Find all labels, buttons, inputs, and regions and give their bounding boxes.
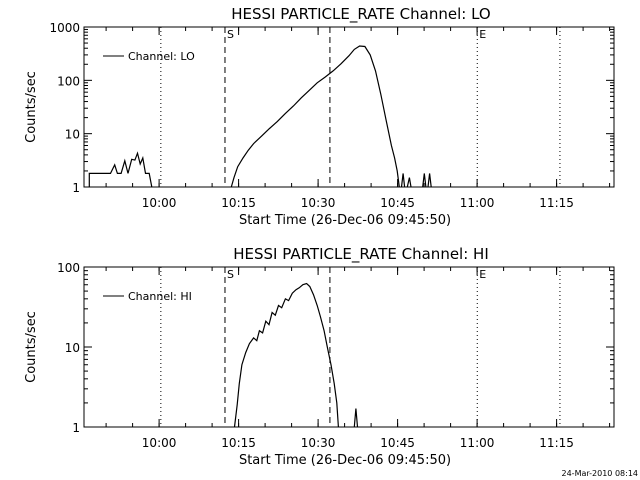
series-line-segment (400, 173, 406, 188)
series-line-segment (422, 173, 427, 188)
y-tick-label: 100 (57, 74, 80, 88)
marker-label: S (227, 268, 234, 281)
x-tick-label: 11:15 (539, 436, 574, 450)
x-tick-label: 10:30 (301, 436, 336, 450)
series-line-segment (406, 177, 412, 188)
x-tick-label: 10:45 (380, 196, 415, 210)
y-axis-label: Counts/sec (24, 311, 39, 383)
y-tick-label: 10 (65, 341, 80, 355)
marker-label: E (479, 28, 486, 41)
x-tick-label: 11:00 (460, 196, 495, 210)
marker-label: E (479, 268, 486, 281)
series-line-segment (230, 45, 400, 188)
y-tick-label: 1000 (49, 21, 80, 35)
x-tick-label: 11:00 (460, 436, 495, 450)
series-line-segment (233, 282, 339, 428)
x-tick-label: 10:00 (142, 196, 177, 210)
chart-panel-2: HESSI PARTICLE_RATE Channel: HI Start Tim… (24, 245, 615, 468)
legend-label: Channel: LO (128, 50, 195, 63)
y-axis-label: Counts/sec (24, 71, 39, 143)
x-tick-label: 10:00 (142, 436, 177, 450)
x-tick-label: 11:15 (539, 196, 574, 210)
chart-title: HESSI PARTICLE_RATE Channel: LO (231, 5, 490, 24)
y-tick-label: 1 (72, 181, 80, 195)
chart-title: HESSI PARTICLE_RATE Channel: HI (233, 245, 489, 264)
x-axis-label: Start Time (26-Dec-06 09:45:50) (239, 453, 451, 468)
y-tick-label: 1 (72, 421, 80, 435)
series-line-segment (427, 173, 432, 188)
series-line-segment (88, 151, 153, 188)
chart-panel-1: HESSI PARTICLE_RATE Channel: LO Start Tim… (24, 5, 615, 228)
plot-frame (83, 26, 615, 188)
print-timestamp: 24-Mar-2010 08:14 (562, 469, 639, 478)
x-tick-label: 10:15 (221, 196, 256, 210)
marker-label: S (227, 28, 234, 41)
x-axis-label: Start Time (26-Dec-06 09:45:50) (239, 213, 451, 228)
y-tick-label: 10 (65, 128, 80, 142)
y-tick-label: 100 (57, 261, 80, 275)
x-tick-label: 10:30 (301, 196, 336, 210)
x-tick-label: 10:15 (221, 436, 256, 450)
legend-label: Channel: HI (128, 290, 192, 303)
series-line-segment (353, 408, 359, 428)
x-tick-label: 10:45 (380, 436, 415, 450)
